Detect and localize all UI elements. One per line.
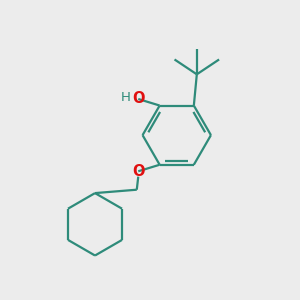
Text: O: O	[132, 92, 145, 106]
Text: O: O	[132, 164, 145, 179]
Text: H: H	[121, 91, 131, 104]
